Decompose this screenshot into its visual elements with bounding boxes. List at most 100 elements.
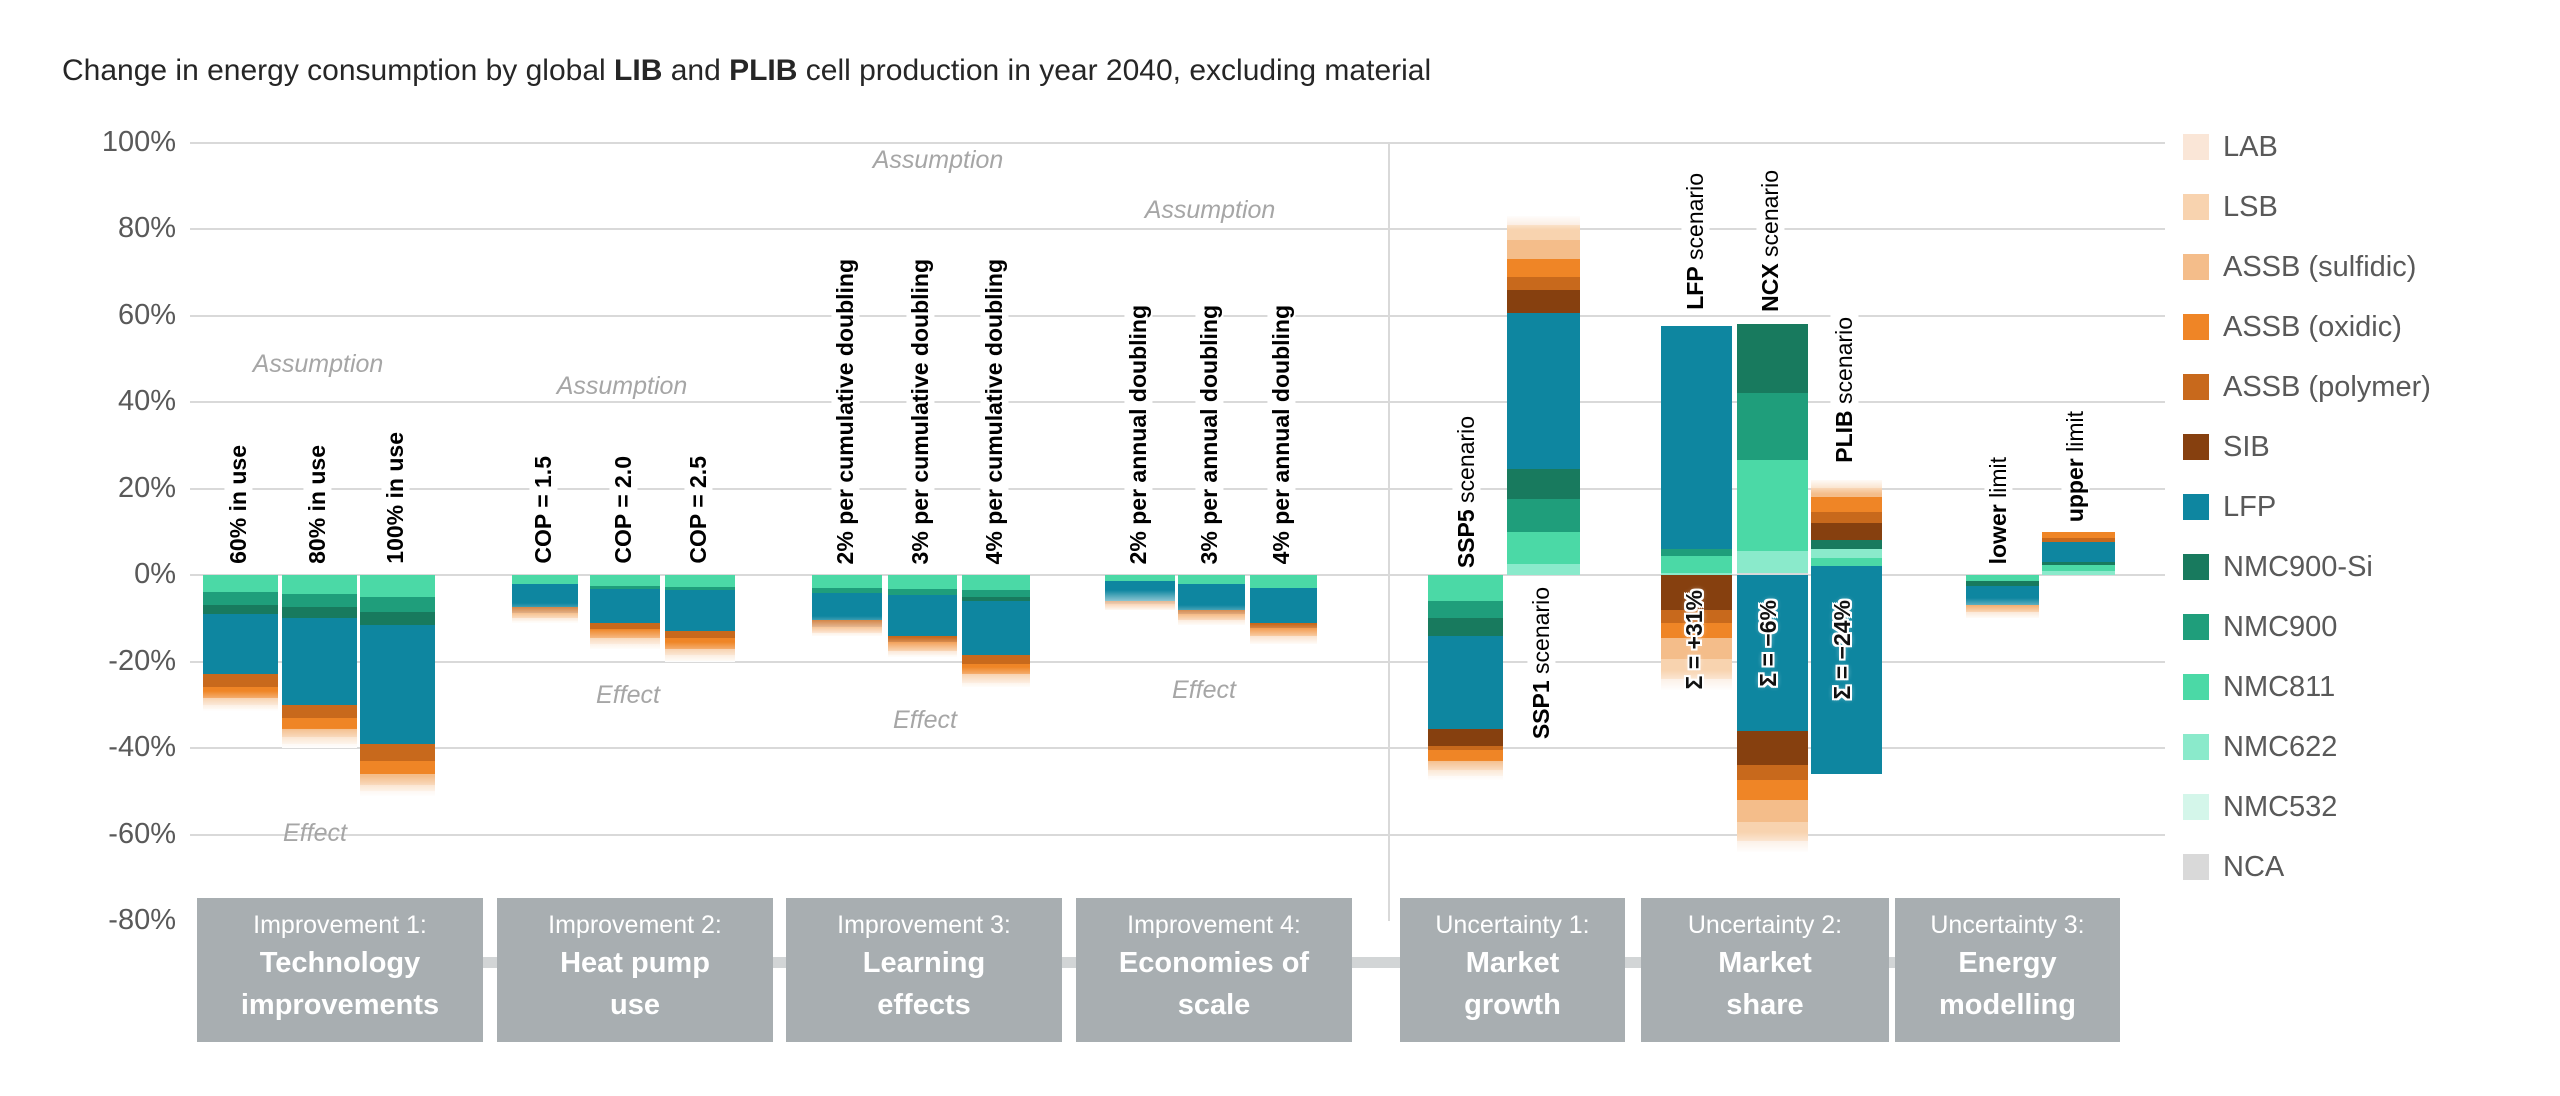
bar-segment-NMC811 — [2042, 565, 2115, 571]
bar-segment-NMC811 — [512, 575, 578, 584]
bar-segment-ASSB (polymer) — [962, 655, 1030, 664]
group-label-technology: Improvement 1: Technology improvements — [197, 898, 483, 1042]
bar-fade-overlay — [360, 775, 435, 796]
bar-segment-NMC811 — [1966, 575, 2039, 582]
bar-segment-LFP — [203, 613, 278, 675]
bar-segment-ASSB (polymer) — [360, 743, 435, 761]
bar-segment-SIB — [1811, 523, 1882, 541]
legend-swatch-nca — [2183, 854, 2209, 880]
legend-label: LFP — [2223, 491, 2277, 523]
bar-segment-LFP — [282, 618, 357, 705]
bar-label-60-in-use: 60% in use — [224, 443, 253, 566]
bar-segment-NMC900-Si — [1428, 618, 1503, 636]
bar-3-annual — [1178, 575, 1245, 625]
bar-label-plib-scenario: PLIB scenario — [1830, 315, 1859, 465]
group-label-economies-of: Improvement 4: Economies of scale — [1076, 898, 1352, 1042]
bar-label-upper-limit: upper limit — [2061, 408, 2090, 524]
legend-label: NMC811 — [2223, 671, 2336, 703]
bar-segment-NMC622 — [2042, 570, 2115, 575]
bar-segment-NMC811 — [888, 575, 957, 589]
bar-segment-LFP — [1737, 575, 1808, 731]
bar-label-lfp-scenario: LFP scenario — [1681, 171, 1710, 312]
gridline — [190, 141, 2165, 144]
bar-segment-NMC900 — [1507, 499, 1580, 532]
bar-segment-NMC811 — [1661, 555, 1732, 573]
y-axis-tick-label: 80% — [117, 212, 176, 244]
y-axis-tick-label: 100% — [101, 125, 176, 158]
bar-segment-LFP — [1811, 575, 1882, 774]
bar-fade-overlay — [1428, 760, 1503, 781]
bar-segment-NMC900-Si — [2042, 562, 2115, 566]
bar-fade-overlay — [665, 641, 735, 662]
gridline — [190, 660, 2165, 663]
y-axis-tick-label: 0% — [134, 558, 176, 590]
bar-fade-overlay — [1507, 216, 1580, 231]
bar-fade-overlay — [282, 728, 357, 748]
group-connector — [1352, 957, 1400, 968]
y-axis-tick-label: 60% — [117, 298, 176, 331]
bar-segment-NMC900-Si — [1737, 324, 1808, 394]
chart-title: Change in energy consumption by global L… — [62, 54, 1432, 87]
bar-segment-NMC622 — [1737, 551, 1808, 573]
assumption-annotation: Assumption — [1144, 196, 1276, 224]
legend-label: LAB — [2223, 131, 2278, 163]
bar-2-cumulative — [812, 575, 882, 636]
gridline — [190, 401, 2165, 403]
bar-cop-2-0 — [590, 575, 660, 649]
bar-segment-ASSB (oxidic) — [1737, 780, 1808, 800]
legend-label: ASSB (polymer) — [2223, 371, 2431, 403]
bar-segment-NMC900 — [962, 590, 1030, 597]
effect-annotation: Effect — [1172, 676, 1236, 704]
bar-segment-ASSB (oxidic) — [2042, 531, 2115, 539]
bar-segment-ASSB (sulfidic) — [1661, 637, 1732, 660]
bar-ncx-neg — [1737, 575, 1808, 852]
bar-fade-overlay — [888, 637, 957, 658]
bar-segment-NMC900 — [590, 585, 660, 589]
bar-fade-overlay — [1661, 669, 1732, 690]
group-label-energy: Uncertainty 3: Energy modelling — [1895, 898, 2120, 1042]
bar-segment-LFP — [1250, 587, 1317, 623]
bar-segment-NMC622 — [1661, 572, 1732, 575]
bar-label-4-per-annual-doubling: 4% per annual doubling — [1267, 302, 1296, 566]
group-connector — [773, 957, 786, 968]
bar-segment-SIB — [1428, 728, 1503, 746]
y-axis-tick-label: -40% — [108, 731, 176, 763]
bar-segment-ASSB (polymer) — [1737, 765, 1808, 781]
bar-segment-NMC900 — [888, 588, 957, 596]
group-connector — [1625, 957, 1641, 968]
group-connector — [1889, 957, 1895, 968]
group-label-market: Uncertainty 2: Market share — [1641, 898, 1889, 1042]
bar-segment-NMC811 — [282, 575, 357, 595]
bar-segment-LFP — [888, 595, 957, 636]
bar-segment-NMC900 — [1428, 600, 1503, 619]
bar-label-2-per-cumulative-doubling: 2% per cumulative doubling — [831, 256, 860, 566]
legend-swatch-nmc811 — [2183, 674, 2209, 700]
group-label-heat-pump: Improvement 2: Heat pump use — [497, 898, 773, 1042]
bar-segment-NMC811 — [1811, 557, 1882, 567]
bar-label-2-per-annual-doubling: 2% per annual doubling — [1124, 302, 1153, 566]
effect-annotation: Effect — [283, 819, 347, 847]
bar-segment-NMC622 — [1507, 564, 1580, 575]
bar-fade-overlay — [203, 691, 278, 712]
bar-label-ssp1-scenario: SSP1 scenario — [1527, 585, 1556, 742]
bar-segment-ASSB (polymer) — [2042, 538, 2115, 542]
bar-60-in-use — [203, 575, 278, 712]
bar-3-cumulative — [888, 575, 957, 658]
bar-plib-pos — [1811, 479, 1882, 575]
bar-fade-overlay — [1178, 604, 1245, 625]
bar-label-100-in-use: 100% in use — [381, 430, 410, 566]
bar-fade-overlay — [1250, 624, 1317, 645]
bar-segment-NMC900 — [203, 592, 278, 606]
bar-segment-SIB — [1661, 575, 1732, 610]
bar-segment-SIB — [1737, 730, 1808, 766]
legend-swatch-sib — [2183, 434, 2209, 460]
y-axis-tick-label: 40% — [117, 385, 176, 417]
bar-80-in-use — [282, 575, 357, 748]
bar-label-ssp5-scenario: SSP5 scenario — [1452, 413, 1481, 570]
sigma-sum-label: Σ = +31% — [1681, 590, 1707, 690]
legend-label: SIB — [2223, 431, 2270, 463]
bar-segment-ASSB (sulfidic) — [1507, 239, 1580, 260]
bar-segment-NMC900-Si — [962, 596, 1030, 601]
bar-segment-NMC811 — [665, 575, 735, 587]
